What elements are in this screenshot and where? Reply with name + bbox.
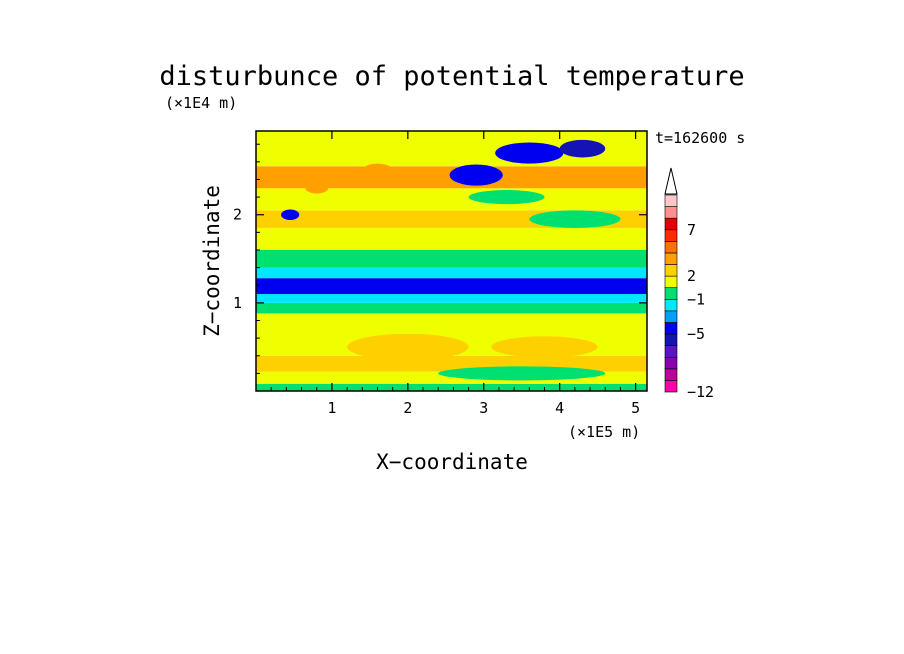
y-tick-label: 1: [233, 294, 242, 312]
heatmap-feature-1: [495, 142, 564, 164]
heatmap-band-11: [256, 188, 647, 211]
heatmap-feature-6: [347, 333, 469, 361]
heatmap-band-5: [256, 294, 647, 303]
x-axis-ticks: 1 2 3 4 5: [270, 131, 640, 417]
chart-title: disturbunce of potential temperature: [159, 61, 744, 92]
colorbar-swatch: [664, 368, 678, 381]
heatmap-feature-10: [468, 190, 545, 205]
colorbar-swatch: [664, 275, 678, 289]
colorbar-swatch: [664, 380, 678, 393]
colorbar-swatch: [664, 217, 678, 231]
x-tick-label: 5: [631, 399, 640, 417]
colorbar-swatch: [664, 241, 678, 254]
plot-area: [256, 131, 647, 391]
colorbar-labels: 7 2 −1 −5 −12: [687, 221, 714, 401]
colorbar-swatch: [664, 333, 678, 346]
colorbar: [664, 194, 678, 393]
y-unit-label: (×1E4 m): [165, 94, 237, 112]
heatmap-feature-8: [438, 366, 606, 381]
colorbar-swatch: [664, 310, 678, 323]
heatmap-band-0: [256, 383, 647, 391]
y-axis-label: Z−coordinate: [200, 185, 224, 337]
colorbar-swatch: [664, 287, 678, 300]
colorbar-swatch: [664, 206, 678, 219]
colorbar-label: 7: [687, 221, 696, 239]
heatmap-feature-4: [305, 183, 329, 194]
heatmap-feature-3: [281, 209, 300, 221]
x-tick-label: 4: [555, 399, 564, 417]
colorbar-label: −12: [687, 383, 714, 401]
x-unit-label: (×1E5 m): [568, 423, 640, 441]
colorbar-swatch: [664, 298, 678, 312]
colorbar-swatch: [664, 264, 678, 277]
x-tick-label: 2: [403, 399, 412, 417]
time-label: t=162600 s: [655, 129, 745, 147]
colorbar-label: −1: [687, 290, 705, 308]
heatmap-feature-7: [491, 336, 598, 358]
heatmap-band-6: [256, 278, 647, 295]
x-axis-label: X−coordinate: [376, 450, 528, 474]
heatmap-feature-0: [449, 164, 503, 186]
heatmap-band-8: [256, 249, 647, 268]
y-tick-label: 2: [233, 206, 242, 224]
colorbar-swatch: [664, 229, 678, 242]
colorbar-label: 2: [687, 267, 696, 285]
x-tick-label: 1: [327, 399, 336, 417]
heatmap-feature-2: [559, 139, 606, 158]
heatmap-band-9: [256, 227, 647, 250]
heatmap-feature-9: [529, 210, 621, 228]
heatmap-band-7: [256, 267, 647, 279]
colorbar-swatch: [664, 356, 678, 370]
colorbar-label: −5: [687, 325, 705, 343]
colorbar-swatch: [664, 322, 678, 335]
heatmap-feature-5: [362, 163, 393, 178]
heatmap-band-4: [256, 302, 647, 314]
plot-frame: [255, 130, 648, 392]
y-axis-ticks: 12: [233, 143, 647, 374]
colorbar-swatch: [664, 194, 678, 207]
colorbar-swatch: [664, 345, 678, 358]
x-tick-label: 3: [479, 399, 488, 417]
colorbar-arrow-icon: [664, 167, 678, 195]
colorbar-swatch: [664, 252, 678, 265]
